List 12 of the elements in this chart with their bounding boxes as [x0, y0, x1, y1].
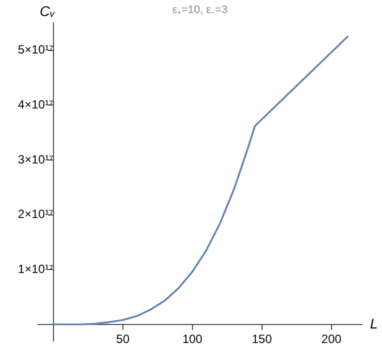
x-tick-label: 200 — [321, 332, 342, 346]
x-tick-label: 150 — [252, 332, 272, 346]
x-axis-title: L — [370, 315, 378, 332]
y-tick-label: 2×10¹⁷ — [18, 207, 54, 222]
y-axis-title: Cᵥ — [40, 2, 56, 19]
y-tick-label: 1×10¹⁷ — [18, 262, 54, 276]
y-tick-label: 4×10¹⁷ — [18, 98, 54, 112]
x-tick-label: 50 — [116, 332, 130, 346]
y-tick-label: 5×10¹⁷ — [18, 42, 54, 57]
chart-title: ε₊=10, ε₋=3 — [172, 4, 228, 16]
x-tick-label: 100 — [182, 332, 203, 346]
y-tick-label: 3×10¹⁷ — [18, 152, 54, 166]
